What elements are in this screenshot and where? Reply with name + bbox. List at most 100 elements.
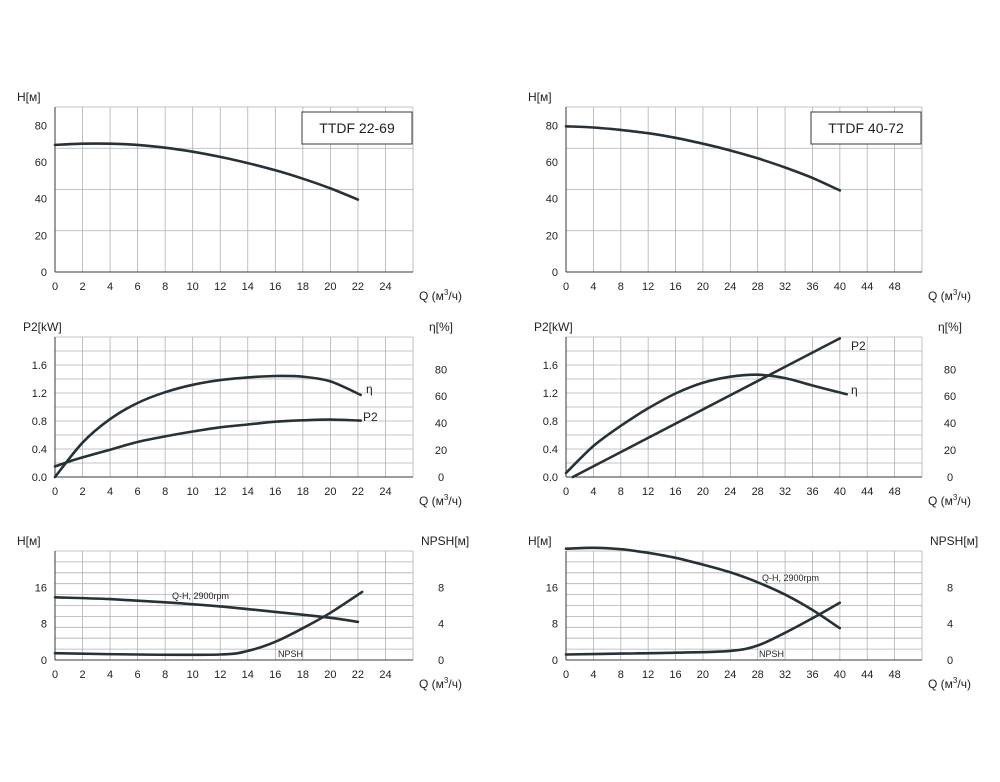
x-tick-label: 0: [563, 669, 569, 681]
series-label: P2: [851, 339, 866, 353]
x-tick-label: 20: [697, 669, 709, 681]
x-tick-label: 28: [752, 669, 764, 681]
x-tick-label: 28: [752, 486, 764, 498]
x-tick-label: 10: [187, 486, 199, 498]
x-tick-label: 40: [834, 486, 846, 498]
series-label: NPSH: [278, 649, 303, 659]
x-tick-label: 2: [79, 486, 85, 498]
x-tick-label: 44: [861, 281, 873, 293]
x-tick-label: 16: [669, 281, 681, 293]
x-tick-label: 20: [697, 486, 709, 498]
x-tick-label: 12: [214, 281, 226, 293]
x-tick-label: 24: [379, 281, 391, 293]
x-tick-label: 32: [779, 486, 791, 498]
series-label: NPSH: [759, 649, 784, 659]
x-tick-label: 18: [297, 486, 309, 498]
series-line-qh2900rpm: [564, 546, 842, 630]
series-line-npsh: [53, 590, 364, 657]
x-tick-label: 16: [269, 281, 281, 293]
y-right-tick-label: 40: [944, 418, 956, 430]
x-tick-label: 18: [297, 281, 309, 293]
x-tick-label: 48: [888, 669, 900, 681]
x-tick-label: 8: [162, 669, 168, 681]
x-tick-label: 24: [724, 281, 736, 293]
x-tick-label: 16: [669, 486, 681, 498]
y-right-axis-label: NPSH[м]: [930, 534, 978, 548]
y-axis-label: P2[kW]: [23, 320, 62, 334]
y-right-tick-label: 60: [944, 391, 956, 403]
x-tick-label: 14: [242, 669, 254, 681]
x-tick-label: 4: [107, 669, 113, 681]
series-line: [564, 125, 842, 192]
x-tick-label: 0: [52, 281, 58, 293]
y-tick-label: 0.4: [32, 444, 47, 456]
y-tick-label: 0.0: [32, 472, 47, 484]
x-tick-label: 14: [242, 281, 254, 293]
x-tick-label: 4: [107, 281, 113, 293]
x-tick-label: 16: [269, 486, 281, 498]
y-tick-label: 60: [546, 157, 558, 169]
x-axis-label: Q (м3/ч): [928, 288, 971, 303]
series-label: η: [851, 383, 858, 397]
x-tick-label: 24: [724, 486, 736, 498]
x-tick-label: 12: [642, 281, 654, 293]
y-axis-label: H[м]: [528, 534, 552, 548]
y-tick-label: 0.8: [543, 416, 558, 428]
x-tick-label: 16: [669, 669, 681, 681]
x-tick-label: 16: [269, 669, 281, 681]
x-tick-label: 36: [806, 669, 818, 681]
x-tick-label: 8: [618, 669, 624, 681]
y-right-tick-label: 20: [435, 445, 447, 457]
y-tick-label: 0.8: [32, 416, 47, 428]
y-right-tick-label: 80: [435, 364, 447, 376]
x-tick-label: 18: [297, 669, 309, 681]
y-right-tick-label: 20: [944, 445, 956, 457]
x-tick-label: 12: [642, 486, 654, 498]
y-right-tick-label: 60: [435, 391, 447, 403]
series-line-p2: [571, 337, 842, 479]
x-tick-label: 44: [861, 669, 873, 681]
x-tick-label: 22: [352, 669, 364, 681]
series-line-qh2900rpm: [53, 596, 360, 624]
y-right-tick-label: 4: [438, 619, 444, 631]
model-label: TTDF 22-69: [319, 120, 395, 136]
x-tick-label: 32: [779, 281, 791, 293]
y-tick-label: 20: [35, 230, 47, 242]
x-tick-label: 36: [806, 486, 818, 498]
y-axis-label: P2[kW]: [534, 320, 573, 334]
x-tick-label: 14: [242, 486, 254, 498]
y-right-tick-label: 0: [438, 655, 444, 667]
model-label-box: [301, 111, 413, 145]
y-tick-label: 0: [41, 267, 47, 279]
x-tick-label: 8: [162, 486, 168, 498]
x-tick-label: 2: [79, 669, 85, 681]
x-tick-label: 44: [861, 486, 873, 498]
x-tick-label: 6: [135, 486, 141, 498]
series-line-npsh: [564, 601, 842, 656]
x-tick-label: 10: [187, 669, 199, 681]
x-tick-label: 22: [352, 281, 364, 293]
y-right-axis-label: NPSH[м]: [421, 534, 469, 548]
series-label: η: [366, 382, 373, 396]
x-tick-label: 4: [107, 486, 113, 498]
y-tick-label: 1.2: [543, 388, 558, 400]
x-tick-label: 24: [379, 486, 391, 498]
x-tick-label: 24: [379, 669, 391, 681]
x-tick-label: 20: [697, 281, 709, 293]
x-tick-label: 22: [352, 486, 364, 498]
x-tick-label: 12: [214, 669, 226, 681]
x-tick-label: 36: [806, 281, 818, 293]
x-tick-label: 24: [724, 669, 736, 681]
y-axis-label: H[м]: [528, 90, 552, 104]
x-axis-label: Q (м3/ч): [419, 676, 462, 691]
x-tick-label: 20: [324, 669, 336, 681]
series-line: [53, 142, 360, 201]
x-tick-label: 8: [618, 486, 624, 498]
y-tick-label: 16: [35, 582, 47, 594]
y-right-tick-label: 40: [435, 418, 447, 430]
x-tick-label: 6: [135, 669, 141, 681]
y-tick-label: 0.4: [543, 444, 558, 456]
y-tick-label: 40: [35, 194, 47, 206]
y-tick-label: 1.6: [32, 360, 47, 372]
